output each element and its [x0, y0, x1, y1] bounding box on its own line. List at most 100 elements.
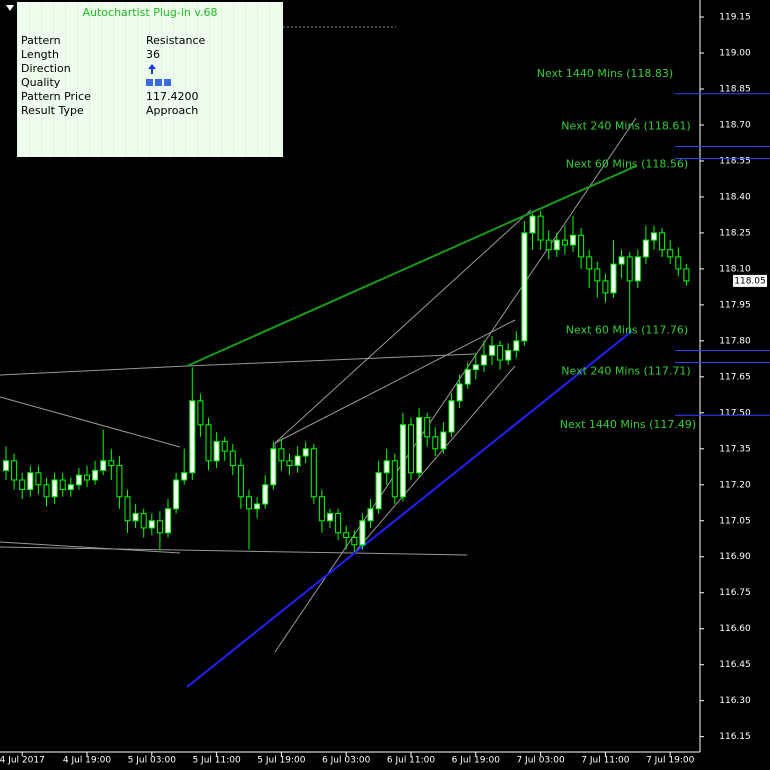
candle-body	[116, 465, 123, 498]
candle-body	[634, 256, 641, 282]
candle-body	[480, 354, 487, 366]
support-line	[186, 330, 633, 688]
y-tick-label: 117.35	[719, 444, 751, 454]
candle-body	[675, 256, 682, 270]
panel-title: Autochartist Plug-in v.68	[82, 6, 218, 19]
y-tick-label: 118.25	[719, 228, 751, 238]
candle-body	[335, 513, 342, 534]
candle-body	[124, 496, 131, 522]
x-tick-label: 7 Jul 19:00	[646, 756, 695, 766]
resistance-line	[186, 165, 637, 367]
candle-body	[521, 232, 528, 342]
y-tick-label: 118.70	[719, 120, 751, 130]
x-tick-label: 5 Jul 19:00	[257, 756, 306, 766]
candle-body	[3, 460, 9, 471]
candle-body	[464, 369, 471, 385]
candle-body	[343, 532, 350, 539]
projection-label: Next 1440 Mins (118.83)	[537, 67, 673, 80]
panel-row: Direction	[21, 62, 281, 76]
candle-body	[270, 448, 277, 486]
candle-body	[156, 520, 163, 534]
trend-line	[0, 541, 181, 554]
x-tick-label: 6 Jul 19:00	[452, 756, 501, 766]
x-tick-label: 4 Jul 19:00	[63, 756, 112, 766]
projection-label: Next 60 Mins (118.56)	[566, 158, 688, 171]
candle-body	[43, 484, 50, 498]
candle-body	[35, 472, 42, 486]
candle-body	[67, 484, 74, 491]
candle-body	[294, 455, 301, 467]
candle-body	[173, 479, 180, 510]
candle-body	[683, 268, 690, 282]
panel-row: Pattern Resistance	[21, 34, 281, 48]
current-price-label: 118.05	[734, 276, 766, 286]
x-tick-label: 7 Jul 11:00	[581, 756, 630, 766]
trend-line	[0, 365, 188, 376]
panel-row: Length 36	[21, 48, 281, 62]
candle-body	[610, 263, 617, 294]
candle-body	[100, 460, 107, 471]
candle-body	[594, 268, 601, 282]
candle-body	[659, 232, 666, 251]
candle-body	[213, 441, 220, 462]
projection-label: Next 1440 Mins (117.49)	[560, 418, 696, 431]
y-tick-label: 119.15	[719, 13, 751, 23]
row-value: Resistance	[146, 34, 206, 47]
candle-body	[383, 460, 390, 474]
candle-body	[456, 383, 463, 402]
y-tick-label: 118.40	[719, 192, 751, 202]
candle-body	[570, 234, 576, 246]
candle-body	[92, 469, 99, 481]
candle-body	[359, 520, 366, 546]
y-tick-label: 117.95	[719, 300, 751, 310]
current-price-box	[733, 274, 767, 287]
candle-body	[553, 239, 560, 251]
row-key: Result Type	[21, 104, 84, 117]
candle-body	[165, 508, 171, 534]
candle-body	[148, 520, 155, 529]
y-tick-label: 116.30	[719, 696, 751, 706]
row-key: Pattern Price	[21, 90, 91, 103]
candle-body	[84, 474, 90, 481]
info-panel: Autochartist Plug-in v.68 Pattern Resista…	[17, 2, 283, 157]
candle-body	[399, 424, 406, 498]
y-tick-label: 119.00	[719, 49, 751, 59]
y-tick-label: 117.20	[719, 480, 751, 490]
x-tick-label: 6 Jul 11:00	[387, 756, 436, 766]
candle-body	[59, 479, 66, 491]
candle-body	[505, 349, 512, 361]
panel-row: Result Type Approach	[21, 104, 281, 118]
y-tick-label: 117.65	[719, 372, 751, 382]
row-value: Approach	[146, 104, 199, 117]
row-value: 117.4200	[146, 90, 199, 103]
x-tick-label: 5 Jul 03:00	[128, 756, 177, 766]
y-tick-label: 117.50	[719, 408, 751, 418]
y-tick-label: 118.85	[719, 84, 751, 94]
y-tick-label: 116.45	[719, 660, 751, 670]
candle-body	[108, 460, 115, 467]
candle-body	[448, 400, 455, 433]
x-tick-label: 4 Jul 2017	[0, 756, 45, 766]
candle-body	[472, 364, 479, 371]
y-tick-label: 116.60	[719, 624, 751, 634]
row-key: Length	[21, 48, 59, 61]
y-tick-label: 116.90	[719, 552, 751, 562]
candle-body	[391, 460, 398, 498]
trend-line	[274, 319, 516, 444]
candle-body	[237, 465, 244, 498]
candle-body	[440, 431, 447, 450]
candle-body	[302, 448, 309, 457]
candle-body	[375, 472, 382, 510]
candle-body	[262, 484, 269, 505]
candle-body	[513, 340, 520, 351]
candle-body	[246, 496, 252, 510]
x-tick-label: 7 Jul 03:00	[516, 756, 565, 766]
trend-line	[274, 209, 532, 444]
candle-body	[367, 508, 374, 522]
candle-body	[327, 513, 333, 522]
quality-squares	[146, 79, 171, 86]
candle-body	[586, 256, 593, 270]
candle-body	[602, 280, 609, 294]
candle-body	[626, 256, 633, 282]
